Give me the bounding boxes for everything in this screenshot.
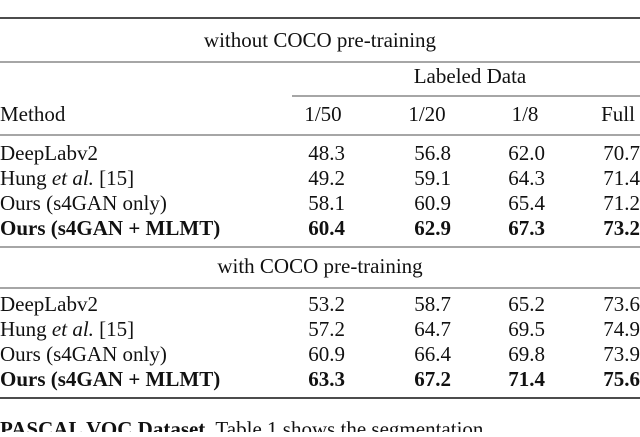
text-line: Hung et al. [15] xyxy=(0,317,134,341)
text-line: Hung et al. [15] xyxy=(0,166,134,190)
cell-value: 64.7 xyxy=(414,317,451,341)
cell-value: 49.2 xyxy=(308,166,345,190)
cell-value: 69.8 xyxy=(508,342,545,366)
cell-value: 71.2 xyxy=(603,191,640,215)
text-part: Ours (s4GAN + MLMT) xyxy=(0,367,220,391)
text-part: Table 1 shows the segmentation xyxy=(211,417,484,432)
cell-value: 59.1 xyxy=(414,166,451,190)
text-part: Ours (s4GAN only) xyxy=(0,342,167,366)
column-header: Full xyxy=(601,102,635,126)
cell-value: 70.7 xyxy=(603,141,640,165)
cell-value: 58.1 xyxy=(308,191,345,215)
text-part: [15] xyxy=(94,166,134,190)
text-line: DeepLabv2 xyxy=(0,141,98,165)
cell-value: 74.9 xyxy=(603,317,640,341)
cell-value: 73.2 xyxy=(603,216,640,240)
cell-value: 73.6 xyxy=(603,292,640,316)
column-header: 1/50 xyxy=(304,102,341,126)
text-part: Ours (s4GAN only) xyxy=(0,191,167,215)
labeled-data-header: Labeled Data xyxy=(414,64,527,88)
text-part: et al. xyxy=(52,317,94,341)
text-line: PASCAL VOC Dataset. Table 1 shows the se… xyxy=(0,417,484,432)
cell-value: 48.3 xyxy=(308,141,345,165)
text-part: PASCAL VOC Dataset. xyxy=(0,417,211,432)
cell-value: 53.2 xyxy=(308,292,345,316)
cell-value: 71.4 xyxy=(508,367,545,391)
text-part: DeepLabv2 xyxy=(0,141,98,165)
cell-value: 67.2 xyxy=(414,367,451,391)
section-title: with COCO pre-training xyxy=(217,254,423,278)
cell-value: 75.6 xyxy=(603,367,640,391)
text-part: DeepLabv2 xyxy=(0,292,98,316)
cell-value: 60.9 xyxy=(414,191,451,215)
cell-value: 65.2 xyxy=(508,292,545,316)
text-part: et al. xyxy=(52,166,94,190)
text-part: Hung xyxy=(0,166,52,190)
cell-value: 57.2 xyxy=(308,317,345,341)
text-line: Ours (s4GAN only) xyxy=(0,342,167,366)
cell-value: 60.4 xyxy=(308,216,345,240)
text-part: [15] xyxy=(94,317,134,341)
cell-value: 56.8 xyxy=(414,141,451,165)
cell-value: 71.4 xyxy=(603,166,640,190)
cell-value: 67.3 xyxy=(508,216,545,240)
cell-value: 58.7 xyxy=(414,292,451,316)
cell-value: 73.9 xyxy=(603,342,640,366)
method-header: Method xyxy=(0,102,66,126)
cell-value: 65.4 xyxy=(508,191,545,215)
cell-value: 62.9 xyxy=(414,216,451,240)
cell-value: 69.5 xyxy=(508,317,545,341)
cell-value: 64.3 xyxy=(508,166,545,190)
text-line: Ours (s4GAN + MLMT) xyxy=(0,216,220,240)
column-header: 1/20 xyxy=(408,102,445,126)
column-header: 1/8 xyxy=(512,102,539,126)
text-line: DeepLabv2 xyxy=(0,292,98,316)
cell-value: 63.3 xyxy=(308,367,345,391)
cell-value: 62.0 xyxy=(508,141,545,165)
section-title: without COCO pre-training xyxy=(204,28,437,52)
text-part: Hung xyxy=(0,317,52,341)
text-line: Ours (s4GAN + MLMT) xyxy=(0,367,220,391)
text-part: Ours (s4GAN + MLMT) xyxy=(0,216,220,240)
cell-value: 60.9 xyxy=(308,342,345,366)
cell-value: 66.4 xyxy=(414,342,451,366)
text-line: Ours (s4GAN only) xyxy=(0,191,167,215)
